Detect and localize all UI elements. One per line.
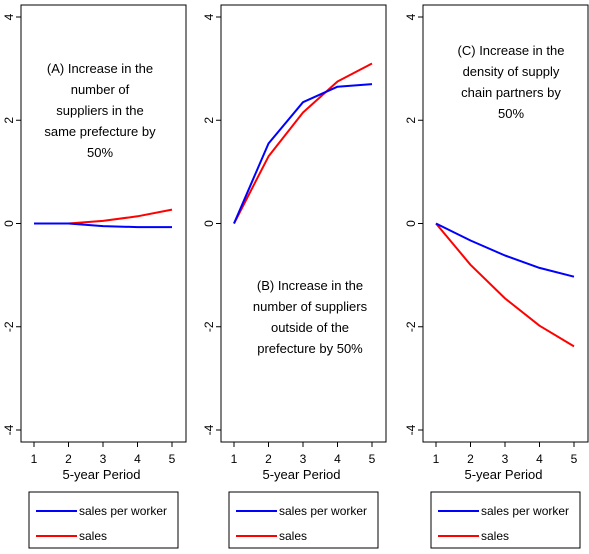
panel-a: -4 -2 0 2 4 1 2 3 4 5 5-year Period (A) Increase in… — [2, 4, 187, 549]
x-tick-label: 4 — [536, 452, 543, 466]
x-tick-label: 5 — [369, 452, 376, 466]
y-tick-label: -2 — [202, 321, 216, 332]
plot-area — [422, 4, 589, 443]
x-axis-title: 5-year Period — [464, 467, 542, 482]
panel-annotation-line: (A) Increase in the — [47, 61, 153, 76]
panel-annotation-line: (C) Increase in the — [458, 43, 565, 58]
legend: sales per worker sales — [228, 491, 379, 549]
panel-annotation-line: outside of the — [271, 320, 349, 335]
x-tick-label: 3 — [502, 452, 509, 466]
legend-label: sales — [79, 529, 107, 543]
legend: sales per worker sales — [430, 491, 581, 549]
legend-label: sales per worker — [279, 504, 367, 518]
x-tick-label: 5 — [571, 452, 578, 466]
x-tick-label: 4 — [334, 452, 341, 466]
x-tick-label: 4 — [134, 452, 141, 466]
x-tick-label: 1 — [31, 452, 38, 466]
legend-label: sales — [279, 529, 307, 543]
x-tick-label: 2 — [265, 452, 272, 466]
panel-annotation-line: (B) Increase in the — [257, 278, 363, 293]
legend: sales per worker sales — [28, 491, 179, 549]
panel-annotation-line: 50% — [498, 106, 524, 121]
y-tick-label: 0 — [202, 220, 216, 227]
series-line-sales — [233, 62, 373, 224]
y-tick-label: -4 — [202, 424, 216, 435]
series-line-sales-per-worker — [34, 222, 172, 229]
x-tick-label: 3 — [100, 452, 107, 466]
y-tick-label: -4 — [404, 424, 418, 435]
series-line-sales-per-worker — [233, 83, 373, 224]
series-line-sales — [435, 222, 575, 348]
legend-label: sales per worker — [79, 504, 167, 518]
panel-annotation-line: chain partners by — [461, 85, 561, 100]
panel-annotation-line: number of suppliers — [253, 299, 368, 314]
x-tick-label: 2 — [467, 452, 474, 466]
panel-annotation-line: same prefecture by — [44, 124, 156, 139]
legend-label: sales per worker — [481, 504, 569, 518]
x-tick-label: 5 — [169, 452, 176, 466]
y-tick-label: 2 — [404, 117, 418, 124]
x-tick-label: 2 — [65, 452, 72, 466]
y-tick-label: -4 — [2, 424, 16, 435]
panel-annotation-line: suppliers in the — [56, 103, 143, 118]
panel-annotation-line: 50% — [87, 145, 113, 160]
y-tick-label: -2 — [2, 321, 16, 332]
y-tick-label: 4 — [2, 13, 16, 20]
panel-c: -4 -2 0 2 4 1 2 3 4 5 5-year Period (C) Increase in… — [404, 4, 589, 549]
y-tick-label: -2 — [404, 321, 418, 332]
x-tick-label: 1 — [231, 452, 238, 466]
panel-annotation-line: prefecture by 50% — [257, 341, 363, 356]
legend-box — [28, 491, 179, 549]
panel-b: -4 -2 0 2 4 1 2 3 4 5 5-year Period (B) Increase in… — [202, 4, 387, 549]
legend-label: sales — [481, 529, 509, 543]
y-tick-label: 4 — [404, 13, 418, 20]
panel-annotation-line: density of supply — [463, 64, 560, 79]
legend-box — [228, 491, 379, 549]
legend-box — [430, 491, 581, 549]
y-tick-label: 0 — [404, 220, 418, 227]
x-tick-label: 3 — [300, 452, 307, 466]
y-tick-label: 4 — [202, 13, 216, 20]
plot-area — [220, 4, 387, 443]
x-tick-label: 1 — [433, 452, 440, 466]
y-tick-label: 0 — [2, 220, 16, 227]
series-line-sales-per-worker — [435, 222, 575, 278]
y-tick-label: 2 — [2, 117, 16, 124]
y-tick-label: 2 — [202, 117, 216, 124]
x-axis-title: 5-year Period — [62, 467, 140, 482]
panel-annotation-line: number of — [71, 82, 130, 97]
x-axis-title: 5-year Period — [262, 467, 340, 482]
